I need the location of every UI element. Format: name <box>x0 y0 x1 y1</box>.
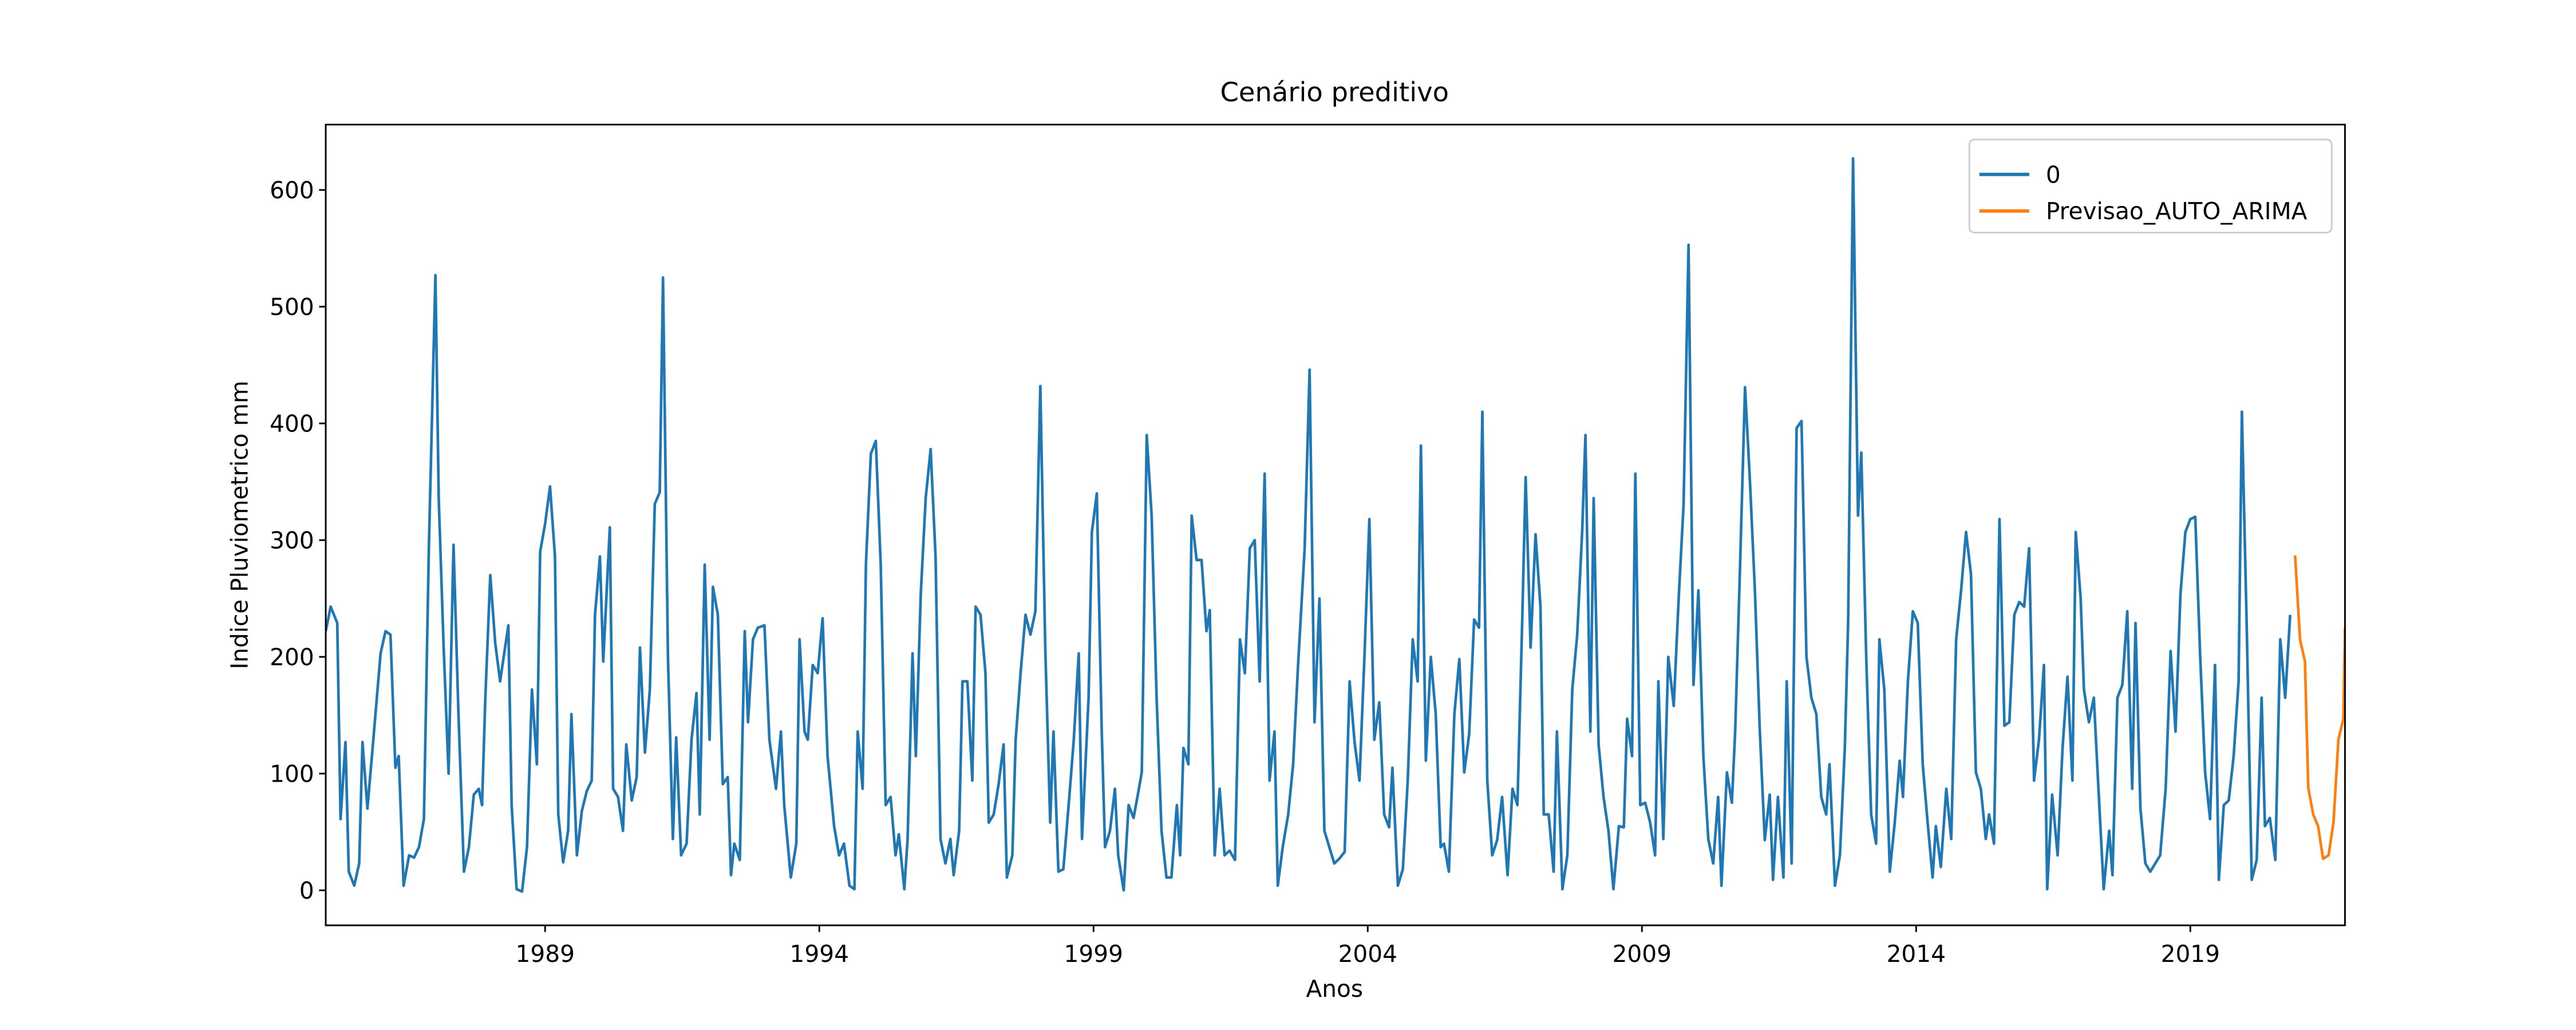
ticks: 0 100 200 300 400 500 600 1989 1994 1999 2004 2009 2… <box>270 176 2220 967</box>
plot-frame <box>325 124 2346 926</box>
series-line <box>2293 555 2345 861</box>
x-tick-label: 1989 <box>516 940 575 968</box>
x-tick-label: 2009 <box>1613 940 1672 968</box>
legend: 0 Previsao_AUTO_ARIMA <box>1968 138 2333 233</box>
y-tick-label: 100 <box>270 760 314 787</box>
y-tick-label: 0 <box>299 877 314 904</box>
x-tick-label: 1999 <box>1064 940 1123 968</box>
x-tick-label: 1994 <box>790 940 849 968</box>
x-tick-label: 2019 <box>2161 940 2220 968</box>
x-axis-label: Anos <box>1306 975 1364 1003</box>
y-tick-label: 400 <box>270 410 314 437</box>
x-tick-label: 2014 <box>1887 940 1946 968</box>
legend-label: Previsao_AUTO_ARIMA <box>2046 197 2308 225</box>
y-tick-label: 500 <box>270 293 314 320</box>
x-tick-label: 2004 <box>1338 940 1397 968</box>
y-axis-label: Indice Pluviometrico mm <box>226 381 254 669</box>
legend-label: 0 <box>2046 161 2061 188</box>
y-tick-label: 300 <box>270 526 314 554</box>
y-tick-label: 200 <box>270 643 314 671</box>
chart-title: Cenário preditivo <box>1220 77 1449 108</box>
y-tick-label: 600 <box>270 176 314 204</box>
series-line <box>326 157 2291 893</box>
legend-box <box>1968 138 2333 233</box>
plot-lines <box>326 157 2345 893</box>
